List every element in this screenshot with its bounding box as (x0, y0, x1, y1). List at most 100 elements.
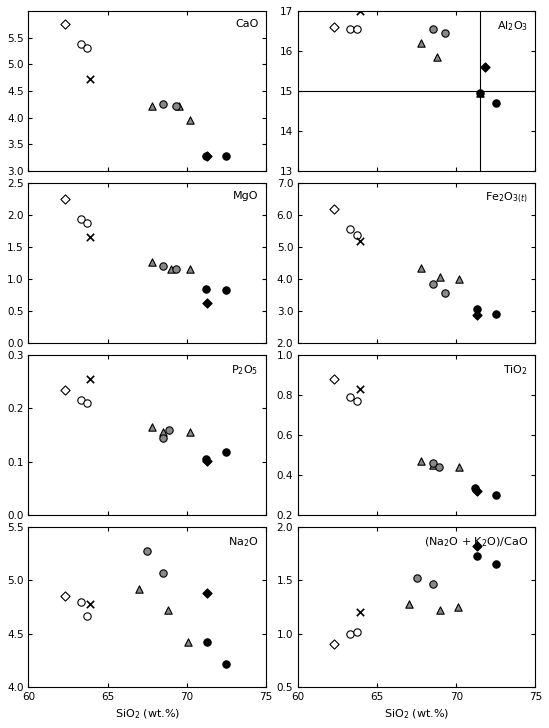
Point (455, 273, 464, 285)
Point (159, 261, 167, 272)
Point (471, 482, 480, 494)
Point (186, 427, 194, 438)
Point (491, 558, 500, 570)
Point (60, 590, 69, 602)
Point (405, 598, 413, 609)
Point (428, 457, 437, 469)
Point (491, 309, 500, 320)
Point (186, 264, 194, 275)
Point (480, 61, 489, 73)
Point (201, 150, 210, 162)
Point (203, 455, 211, 467)
Text: CaO: CaO (236, 19, 259, 29)
Point (148, 422, 156, 433)
X-axis label: SiO$_2$ (wt.%): SiO$_2$ (wt.%) (384, 708, 449, 721)
Point (222, 150, 231, 162)
Point (428, 23, 437, 35)
Point (171, 100, 180, 111)
Point (346, 23, 355, 35)
Point (143, 545, 152, 556)
Point (86, 74, 94, 85)
Point (330, 638, 339, 650)
Point (82, 217, 91, 229)
Point (330, 373, 339, 385)
Point (222, 446, 231, 458)
X-axis label: SiO$_2$ (wt.%): SiO$_2$ (wt.%) (115, 708, 180, 721)
Point (491, 97, 500, 108)
Point (86, 232, 94, 243)
Point (201, 454, 210, 465)
Point (346, 391, 355, 403)
Point (86, 598, 94, 609)
Point (355, 234, 364, 246)
Point (352, 23, 361, 35)
Point (165, 424, 173, 435)
Point (346, 223, 355, 235)
Point (175, 100, 183, 111)
Point (184, 636, 193, 648)
Point (355, 383, 364, 395)
Point (417, 37, 426, 49)
Point (135, 583, 144, 595)
Point (412, 572, 421, 584)
Point (436, 272, 445, 283)
Point (159, 427, 167, 438)
Point (428, 278, 437, 290)
Point (473, 309, 481, 320)
Text: Na$_2$O: Na$_2$O (228, 535, 259, 549)
Point (203, 150, 211, 162)
Point (491, 489, 500, 501)
Point (352, 229, 361, 241)
Point (148, 100, 156, 111)
Point (473, 485, 481, 496)
Point (428, 459, 437, 471)
Point (346, 628, 355, 639)
Text: Al$_2$O$_3$: Al$_2$O$_3$ (497, 19, 528, 33)
Point (417, 262, 426, 274)
Point (159, 567, 167, 579)
Point (352, 626, 361, 638)
Point (330, 21, 339, 33)
Point (86, 373, 94, 385)
Point (203, 636, 211, 648)
Point (475, 87, 484, 99)
Point (60, 384, 69, 395)
Point (201, 282, 210, 294)
Point (441, 288, 450, 299)
Point (159, 98, 167, 110)
Point (355, 5, 364, 17)
Point (186, 114, 194, 126)
Point (473, 304, 481, 315)
Text: (Na$_2$O + K$_2$O)/CaO: (Na$_2$O + K$_2$O)/CaO (424, 535, 528, 549)
Point (473, 550, 481, 562)
Point (76, 395, 85, 406)
Point (455, 461, 464, 472)
Text: TiO$_2$: TiO$_2$ (503, 363, 528, 377)
Point (203, 587, 211, 599)
Point (222, 658, 231, 670)
Point (428, 578, 437, 590)
Text: P$_2$O$_5$: P$_2$O$_5$ (232, 363, 259, 377)
Text: MgO: MgO (233, 191, 259, 201)
Point (355, 606, 364, 618)
Point (433, 51, 442, 63)
Point (60, 193, 69, 205)
Point (473, 540, 481, 552)
Point (203, 298, 211, 309)
Point (82, 610, 91, 622)
Point (222, 285, 231, 296)
Point (82, 397, 91, 409)
Point (436, 604, 445, 616)
Text: Fe$_2$O$_{3(t)}$: Fe$_2$O$_{3(t)}$ (485, 191, 528, 205)
Point (82, 42, 91, 54)
Point (417, 455, 426, 467)
Point (166, 264, 175, 275)
Point (453, 601, 462, 613)
Point (475, 87, 484, 99)
Point (434, 461, 443, 472)
Point (163, 604, 172, 616)
Point (76, 213, 85, 225)
Point (441, 27, 450, 39)
Point (159, 432, 167, 443)
Point (148, 256, 156, 267)
